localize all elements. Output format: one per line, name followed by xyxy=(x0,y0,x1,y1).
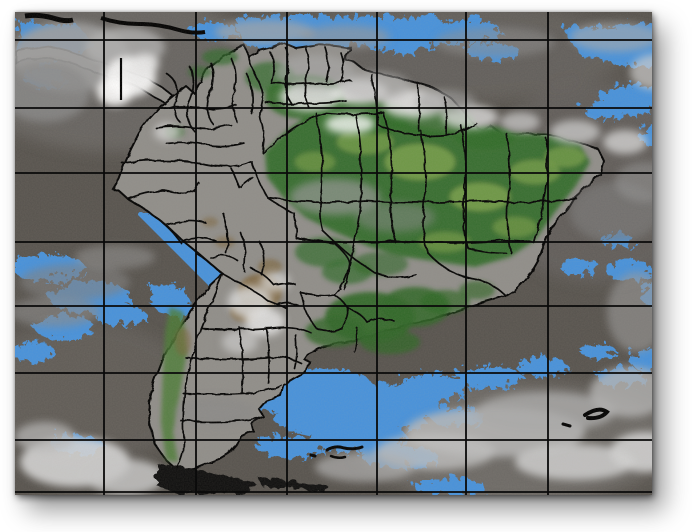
graticule xyxy=(15,12,652,495)
noise-overlay xyxy=(15,12,652,495)
map-svg xyxy=(15,12,652,495)
satellite-map-image xyxy=(15,12,652,495)
